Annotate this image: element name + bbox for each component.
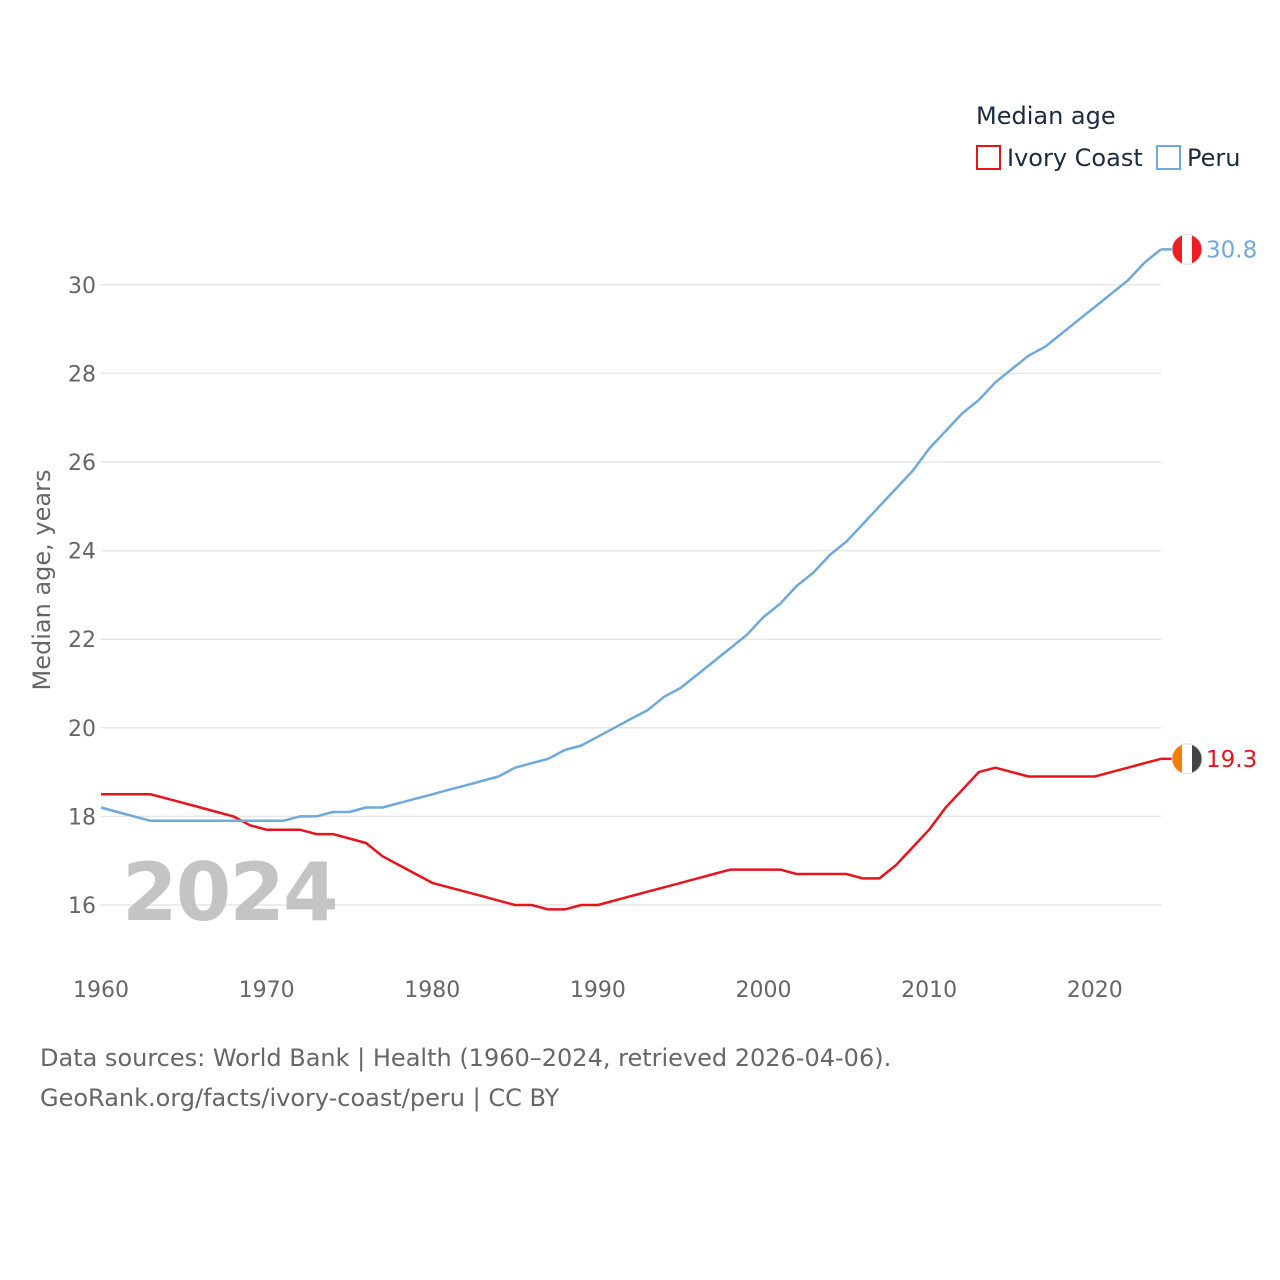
y-tick-label-18: 18 [68,805,96,830]
x-tick-label-2020: 2020 [1067,978,1123,1003]
x-tick-label-1970: 1970 [239,978,295,1003]
series-line-peru [100,248,1162,823]
y-axis-ticks: 16 18 20 22 24 26 28 30 [68,274,96,919]
x-tick-label-1980: 1980 [404,978,460,1003]
series-lines [100,248,1162,911]
legend-label-peru: Peru [1187,144,1240,172]
y-axis-title: Median age, years [28,470,56,691]
legend-swatch-peru [1156,145,1181,170]
y-tick-label-28: 28 [68,362,96,387]
y-tick-label-22: 22 [68,628,96,653]
legend: Median age Ivory Coast Peru [976,102,1240,172]
y-tick-label-30: 30 [68,274,96,299]
gridlines [101,284,1161,906]
legend-item-ivory-coast[interactable]: Ivory Coast [976,144,1143,172]
series-line-ivory-coast [101,757,1162,911]
x-tick-label-2000: 2000 [736,978,792,1003]
footer-url: GeoRank.org/facts/ivory-coast/peru | CC … [40,1084,560,1112]
x-tick-label-2010: 2010 [901,978,957,1003]
end-value-label-ivory-coast: 19.3 [1206,747,1257,773]
y-tick-label-20: 20 [68,717,96,742]
current-year-stamp: 2024 [122,846,337,939]
y-tick-label-24: 24 [68,540,96,565]
y-tick-label-16: 16 [68,894,96,919]
median-age-line-chart: 16 18 20 22 24 26 28 30 1960 1970 1980 1990 2000 201… [28,102,1257,1003]
y-tick-label-26: 26 [68,451,96,476]
flag-icon-ivory-coast [1172,743,1202,774]
x-axis-ticks: 1960 1970 1980 1990 2000 2010 2020 [73,978,1123,1003]
x-tick-label-1990: 1990 [570,978,626,1003]
flag-icon-peru [1172,234,1202,265]
legend-item-peru[interactable]: Peru [1156,144,1240,172]
x-tick-label-1960: 1960 [73,978,129,1003]
legend-swatch-ivory-coast [976,145,1001,170]
end-value-label-peru: 30.8 [1206,237,1257,263]
legend-label-ivory-coast: Ivory Coast [1007,144,1143,172]
footer-sources: Data sources: World Bank | Health (1960–… [40,1044,892,1072]
legend-title: Median age [976,102,1116,130]
end-markers: 19.3 30.8 [1161,233,1257,775]
